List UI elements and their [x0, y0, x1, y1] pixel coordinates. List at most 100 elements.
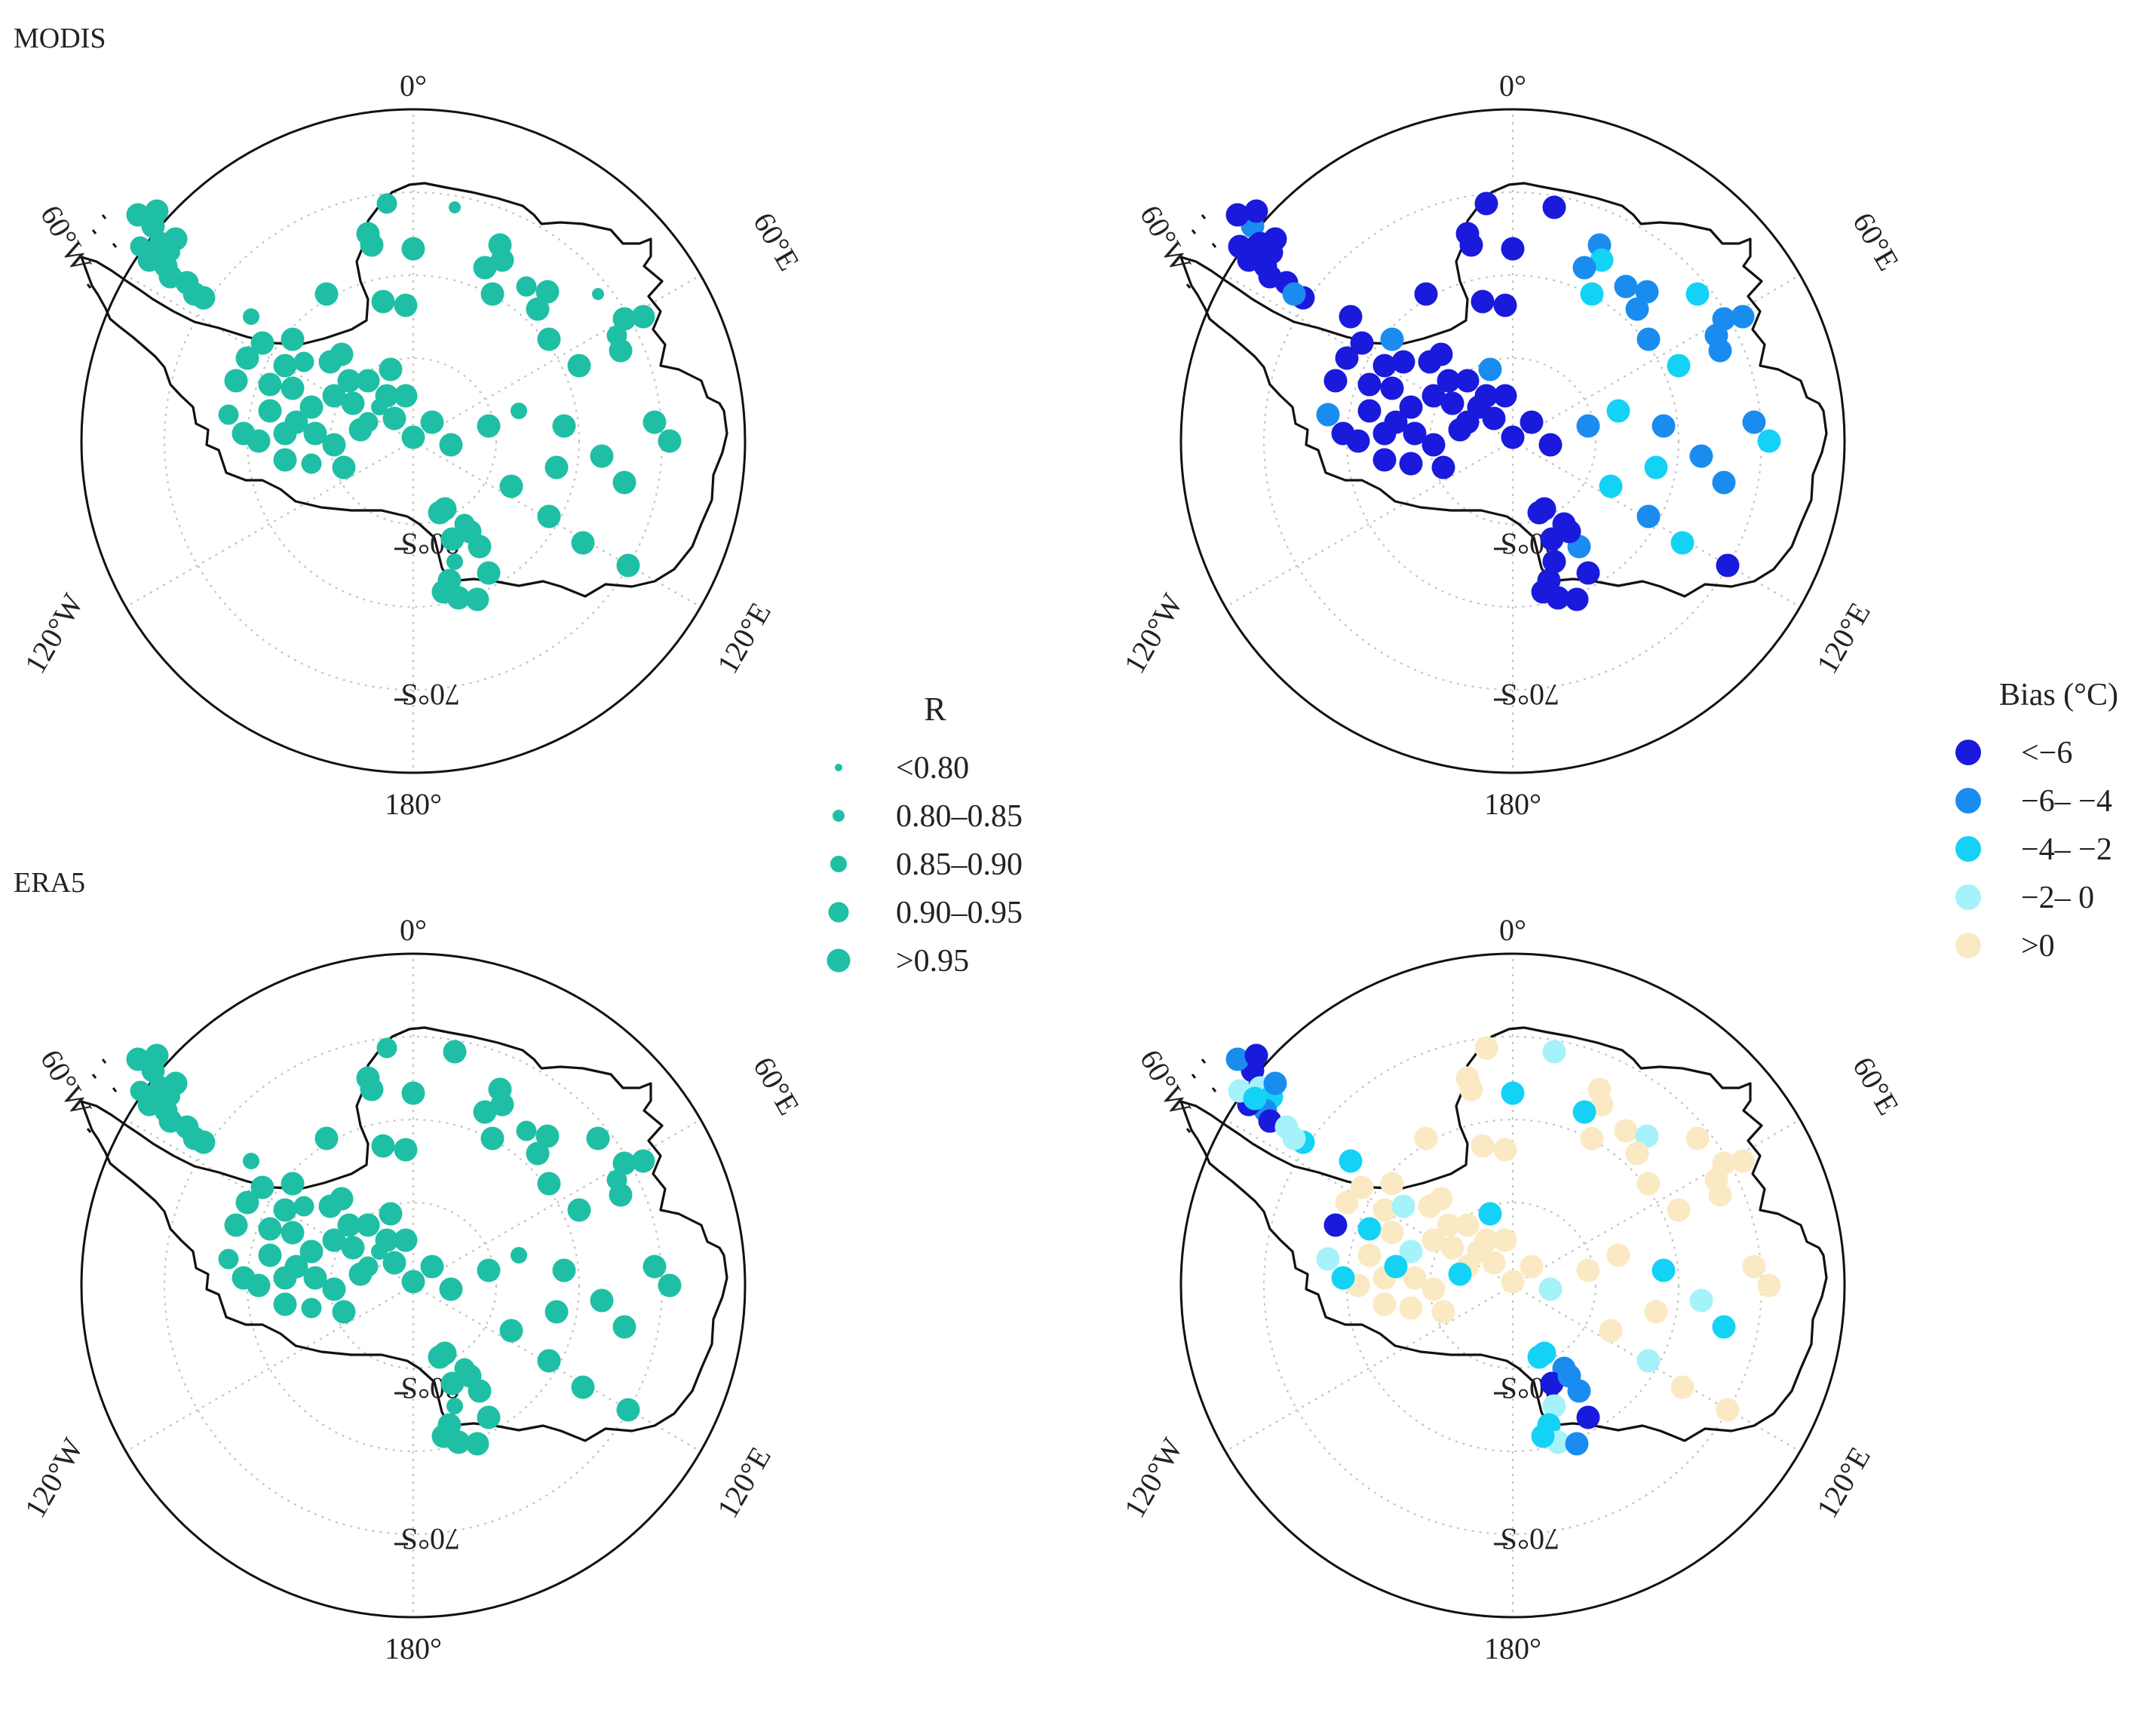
station-point [1448, 1262, 1472, 1286]
island-mark [1185, 1128, 1191, 1133]
station-point [250, 1175, 274, 1199]
station-point [465, 587, 489, 611]
station-point [439, 433, 463, 457]
meridian-line [1225, 440, 1513, 608]
station-point [1493, 1228, 1517, 1252]
panel-label-era5-r: ERA5 [14, 867, 85, 899]
station-point [1372, 1198, 1397, 1222]
island-mark [91, 229, 97, 234]
station-point [1493, 293, 1517, 317]
meridian-line [1225, 1119, 1513, 1286]
legend-r-symbol [833, 810, 845, 822]
station-point [1580, 1126, 1604, 1150]
station-point [1742, 410, 1766, 434]
island-mark [1201, 1059, 1207, 1064]
station-point [314, 282, 339, 306]
station-point [612, 1315, 636, 1339]
station-point [1331, 421, 1355, 446]
station-point [1380, 327, 1404, 351]
station-point [516, 1120, 537, 1141]
legend-r: R <0.80 0.80–0.85 0.85–0.90 0.90–0.95 >0.95 [827, 691, 1023, 979]
station-point [1380, 1221, 1404, 1245]
station-point [1501, 1081, 1525, 1105]
station-point [1576, 1258, 1600, 1282]
station-point [1339, 305, 1363, 329]
station-point [322, 433, 346, 457]
station-point [1685, 282, 1710, 306]
station-point [477, 1258, 501, 1282]
station-point [303, 421, 327, 446]
station-point [301, 1297, 322, 1319]
station-point [1708, 339, 1732, 363]
station-point [465, 1432, 489, 1456]
antarctica-coastline [80, 182, 728, 598]
station-point [1399, 1239, 1423, 1264]
station-point [1335, 346, 1359, 370]
station-point [480, 1126, 504, 1150]
meridian-line [1512, 1119, 1801, 1286]
station-point [431, 1424, 455, 1448]
legend-r-symbol [828, 902, 849, 923]
legend-bias-label: <−6 [2021, 736, 2072, 771]
station-point [477, 414, 501, 438]
station-point [511, 403, 527, 419]
legend-bias-symbol [1955, 933, 1981, 958]
station-point [1742, 1255, 1766, 1279]
station-point [376, 1037, 397, 1059]
station-point [371, 1243, 388, 1260]
station-point [420, 410, 444, 434]
station-point [1482, 1251, 1506, 1275]
station-point [232, 421, 256, 446]
station-point [1372, 354, 1397, 378]
station-point [182, 282, 207, 306]
station-point [592, 288, 604, 300]
station-point [1636, 1172, 1661, 1196]
longitude-label-180: 180° [385, 787, 442, 821]
meridian-line [1225, 274, 1513, 442]
station-point [544, 455, 569, 479]
station-point [273, 354, 297, 378]
station-point [258, 399, 282, 423]
station-point [341, 1236, 365, 1260]
meridian-line [412, 1119, 701, 1286]
station-point [552, 414, 576, 438]
station-point [1565, 587, 1589, 611]
station-point [379, 1202, 403, 1226]
station-point [1350, 331, 1374, 355]
island-mark [1185, 283, 1191, 289]
panel-label-modis-r: MODIS [14, 23, 106, 54]
station-point [1757, 429, 1781, 453]
station-point [218, 404, 239, 425]
station-point [394, 1138, 418, 1162]
legend-bias-label: −6– −4 [2021, 784, 2112, 819]
station-point [356, 369, 380, 393]
station-point [473, 1100, 497, 1124]
station-point [301, 453, 322, 474]
station-point [382, 406, 406, 430]
station-point [1403, 1266, 1427, 1290]
station-point [1501, 1270, 1525, 1294]
station-point [1757, 1273, 1781, 1297]
station-point [1471, 1134, 1495, 1158]
station-point [1708, 1183, 1732, 1207]
station-point [449, 201, 461, 213]
station-point [1667, 354, 1691, 378]
station-point [401, 237, 425, 261]
station-point [1520, 410, 1544, 434]
meridian-line [1512, 274, 1801, 442]
station-point [1282, 282, 1306, 306]
station-point [164, 227, 188, 251]
station-point [401, 1270, 425, 1294]
station-point [382, 1251, 406, 1275]
station-point [1670, 531, 1694, 555]
island-mark [112, 1087, 118, 1092]
legend-r-symbol [835, 764, 842, 771]
station-point [258, 1243, 282, 1267]
station-point [1403, 421, 1427, 446]
station-point [1331, 1266, 1355, 1290]
station-point [243, 1153, 259, 1169]
station-point [218, 1248, 239, 1270]
antarctica-coastline [80, 1026, 728, 1442]
station-point [1459, 1077, 1483, 1101]
